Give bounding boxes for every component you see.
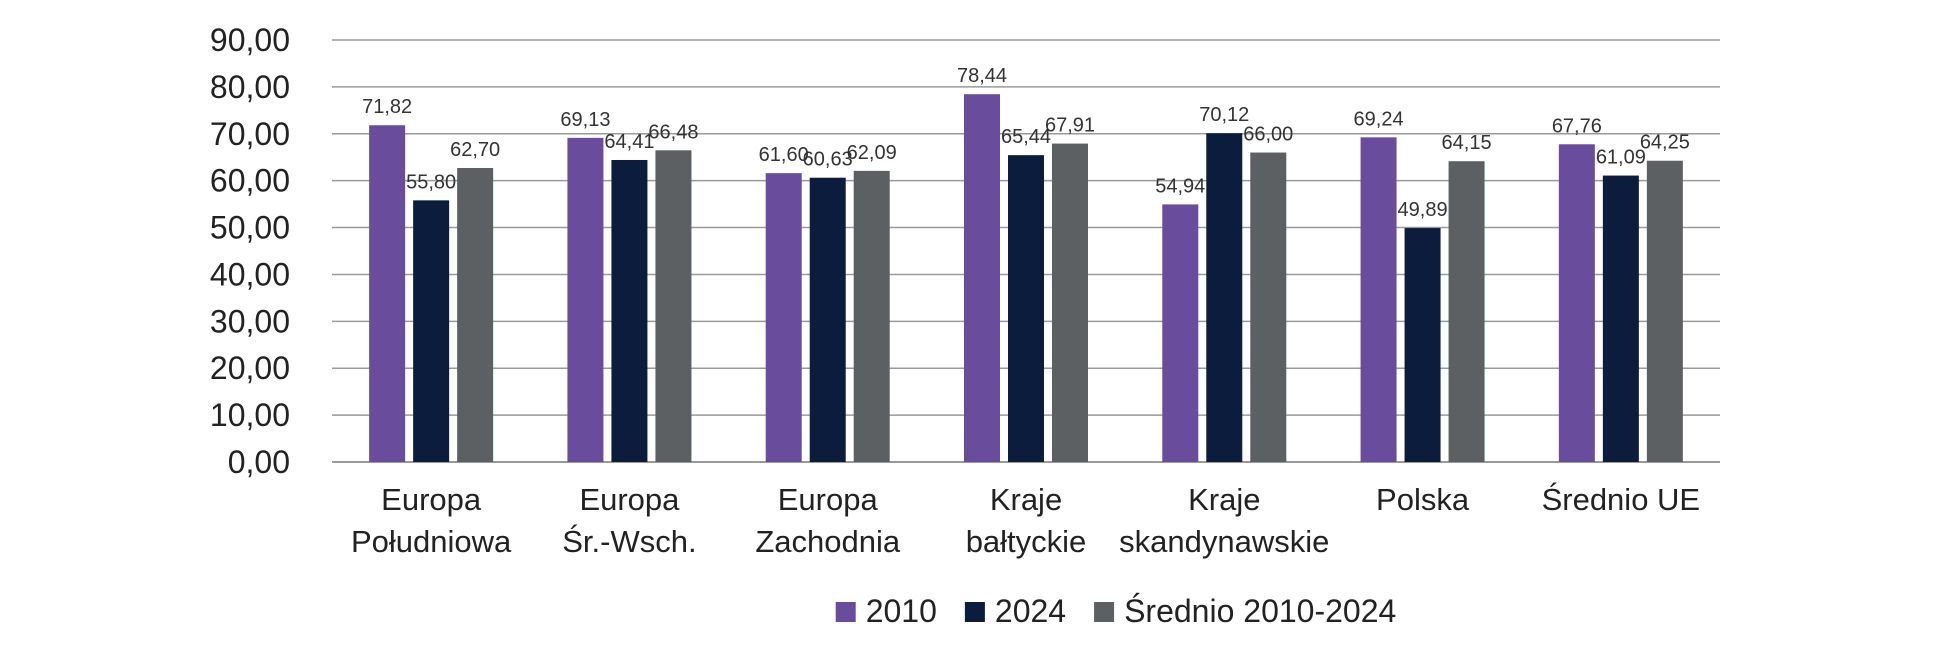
data-label: 67,76: [1552, 115, 1602, 137]
bar-2024-1: [611, 159, 648, 463]
x-tick-label: bałtyckie: [966, 524, 1087, 559]
data-label: 64,15: [1442, 132, 1492, 154]
data-label: 78,44: [957, 65, 1007, 87]
bar--rednio-2010-2024-5: [1448, 161, 1485, 463]
data-label: 65,44: [1001, 126, 1051, 148]
data-label: 66,48: [648, 121, 698, 143]
y-tick-label: 70,00: [210, 116, 290, 152]
data-label: 69,24: [1354, 108, 1404, 130]
bar-2024-5: [1404, 228, 1441, 462]
data-label: 67,91: [1045, 115, 1095, 137]
legend-swatch-2010: [835, 602, 856, 622]
legend-label: Średnio 2010-2024: [1124, 593, 1396, 629]
y-tick-label: 80,00: [210, 69, 290, 105]
x-tick-label: Południowa: [351, 524, 512, 559]
bar-2010-3: [964, 94, 1000, 462]
x-tick-label: Europa: [778, 482, 879, 517]
bar--rednio-2010-2024-3: [1052, 143, 1088, 462]
x-tick-label: Europa: [381, 482, 482, 517]
data-label: 60,63: [803, 149, 853, 171]
y-tick-label: 40,00: [210, 256, 290, 292]
bar-2010-0: [369, 125, 406, 462]
y-tick-label: 10,00: [210, 397, 290, 433]
bar-2024-3: [1008, 155, 1044, 462]
legend-swatch--rednio-2010-2024: [1094, 602, 1115, 622]
y-axis-ticks: 0,00 10,00 20,00 30,00 40,00 50,00 60,00 70,00 8…: [210, 22, 290, 480]
bar-2024-2: [809, 177, 846, 463]
x-tick-label: skandynawskie: [1119, 524, 1329, 559]
data-label: 62,09: [847, 142, 897, 164]
y-tick-label: 60,00: [210, 163, 290, 199]
data-label: 61,09: [1596, 147, 1646, 169]
data-label: 71,82: [362, 96, 412, 118]
bar-2010-4: [1162, 204, 1199, 462]
y-tick-label: 30,00: [210, 303, 290, 339]
bar-2010-1: [567, 137, 604, 462]
bar--rednio-2010-2024-2: [853, 170, 890, 462]
x-tick-label: Polska: [1376, 482, 1470, 517]
y-tick-label: 90,00: [210, 22, 290, 58]
legend: 2010 2024 Średnio 2010-2024: [835, 593, 1396, 629]
data-label: 69,13: [560, 109, 610, 131]
y-tick-label: 0,00: [228, 444, 290, 480]
x-tick-label: Średnio UE: [1542, 481, 1701, 517]
bar--rednio-2010-2024-6: [1646, 160, 1683, 462]
y-tick-label: 20,00: [210, 350, 290, 386]
x-tick-label: Kraje: [1188, 482, 1260, 517]
x-tick-label: Zachodnia: [755, 524, 901, 559]
bar-2010-5: [1360, 137, 1397, 462]
bar-2010-2: [765, 173, 802, 463]
x-tick-label: Kraje: [990, 482, 1062, 517]
data-label: 61,60: [759, 144, 809, 166]
data-label: 64,25: [1640, 132, 1690, 154]
data-label: 62,70: [450, 139, 500, 161]
legend-label: 2010: [866, 593, 937, 629]
legend-swatch-2024: [964, 602, 985, 622]
legend-label: 2024: [995, 593, 1066, 629]
bar--rednio-2010-2024-1: [655, 150, 692, 463]
data-label: 70,12: [1199, 104, 1249, 126]
x-tick-label: Europa: [579, 482, 680, 517]
bar--rednio-2010-2024-4: [1250, 152, 1287, 463]
data-label: 49,89: [1398, 199, 1448, 221]
y-tick-label: 50,00: [210, 210, 290, 246]
x-axis-ticks: Europa Południowa Europa Śr.-Wsch. Europa Zac…: [351, 481, 1700, 559]
x-tick-label: Śr.-Wsch.: [562, 523, 696, 559]
bar--rednio-2010-2024-0: [457, 168, 494, 463]
data-label: 64,41: [604, 131, 654, 153]
bar-2010-6: [1558, 144, 1595, 462]
data-label: 54,94: [1155, 175, 1205, 197]
bar-2024-6: [1602, 175, 1639, 462]
data-label: 55,80: [406, 171, 456, 193]
bar-2024-4: [1206, 133, 1243, 462]
bars-layer: [369, 94, 1683, 463]
data-label: 66,00: [1243, 124, 1293, 146]
bar-2024-0: [413, 200, 450, 463]
